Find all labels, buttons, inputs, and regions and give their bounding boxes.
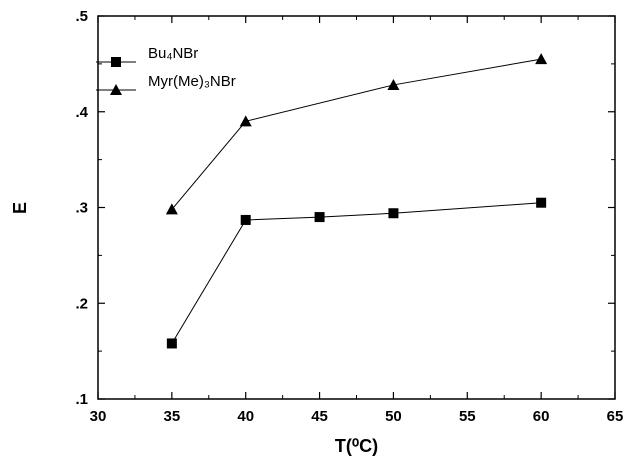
x-tick-label: 40 — [237, 408, 254, 425]
legend-label: Bu₄NBr — [148, 45, 198, 62]
data-point — [387, 78, 400, 90]
legend-entry-2: Myr(Me)₃NBr — [96, 73, 236, 95]
y-tick-label: .1 — [75, 391, 88, 408]
y-tick-label: .3 — [75, 200, 88, 217]
y-tick-label: .2 — [75, 295, 88, 312]
data-point — [314, 212, 325, 223]
x-axis-title: T(⁰C) — [335, 436, 378, 456]
legend: Bu₄NBr Myr(Me)₃NBr — [96, 45, 236, 95]
series-1 — [166, 197, 547, 349]
x-tick-label: 65 — [607, 408, 624, 425]
x-tick-label: 30 — [90, 408, 107, 425]
x-tick-label: 60 — [533, 408, 550, 425]
legend-marker — [111, 57, 121, 67]
data-point — [165, 203, 178, 215]
data-point — [535, 53, 548, 65]
legend-marker — [110, 84, 122, 95]
legend-label: Myr(Me)₃NBr — [148, 73, 236, 90]
data-point — [536, 197, 547, 208]
data-point — [388, 208, 399, 219]
y-tick-label: .4 — [75, 104, 88, 121]
y-tick-label: .5 — [75, 8, 88, 25]
y-axis-ticks: .1 .2 .3 .4 .5 — [75, 8, 615, 408]
data-point — [239, 115, 252, 127]
x-tick-label: 50 — [385, 408, 402, 425]
series-line — [171, 58, 542, 210]
x-tick-label: 35 — [164, 408, 181, 425]
x-axis-ticks: 30 35 40 45 50 55 60 65 — [90, 16, 624, 425]
x-tick-label: 55 — [459, 408, 476, 425]
series-layer — [165, 53, 548, 349]
series-2 — [165, 53, 548, 215]
data-point — [166, 338, 177, 349]
legend-entry-1: Bu₄NBr — [96, 45, 198, 67]
series-line — [171, 202, 542, 344]
x-tick-label: 45 — [311, 408, 328, 425]
y-axis-title: E — [10, 202, 30, 214]
data-point — [240, 214, 251, 225]
